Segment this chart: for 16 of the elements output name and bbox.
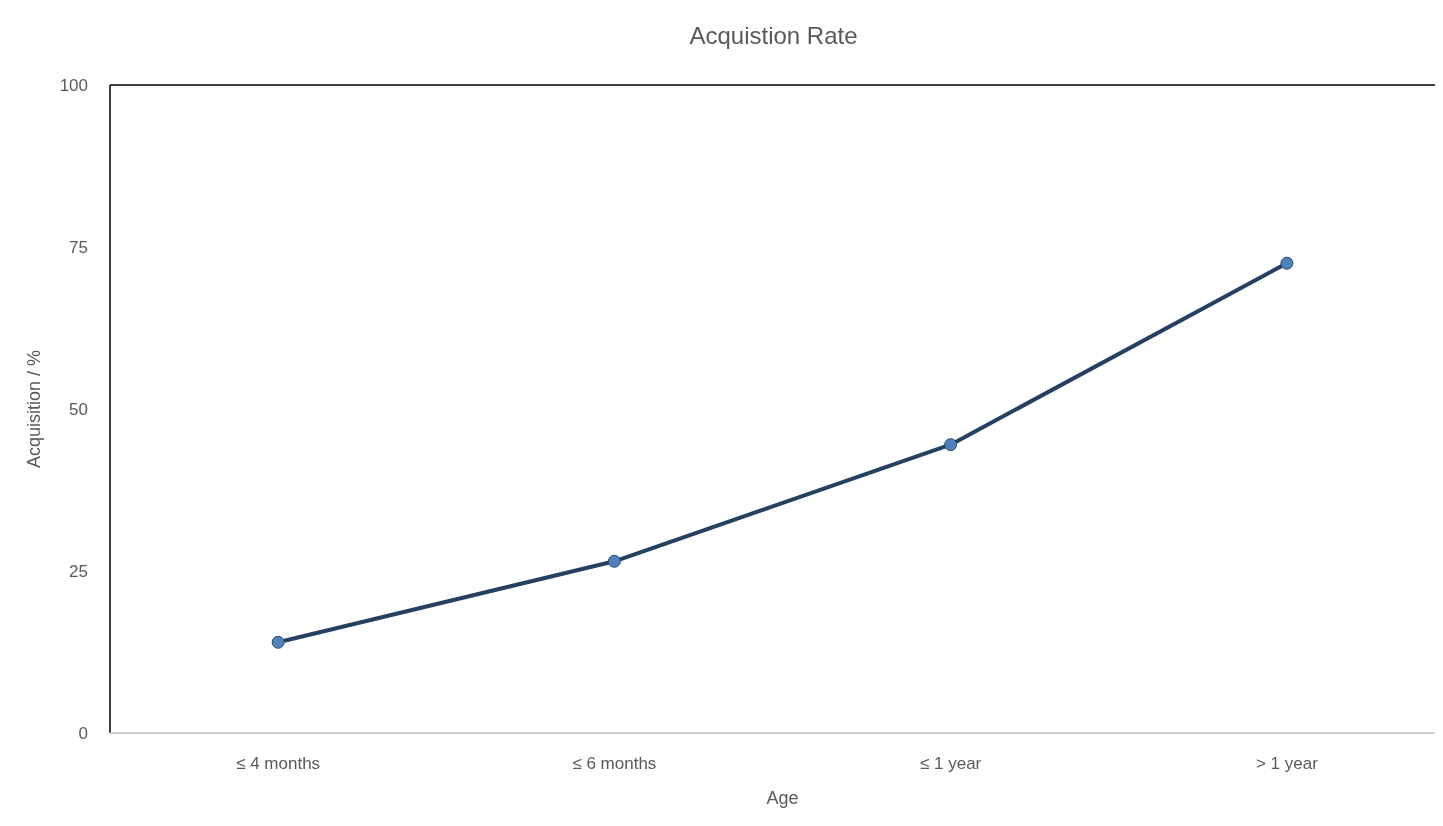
- x-tick-label: ≤ 4 months: [236, 754, 321, 773]
- x-tick-label: > 1 year: [1255, 754, 1319, 773]
- y-tick-label: 0: [78, 724, 88, 743]
- y-tick-label: 100: [59, 76, 88, 95]
- point: [271, 635, 285, 649]
- chart-title: Acquistion Rate: [689, 22, 858, 49]
- point: [1280, 256, 1294, 270]
- point: [944, 438, 958, 452]
- point: [607, 554, 621, 568]
- y-tick-label: 75: [69, 238, 88, 257]
- y-axis-title: Acquisition / %: [24, 349, 44, 469]
- y-tick-label: 50: [69, 400, 88, 419]
- x-tick-label: ≤ 6 months: [572, 754, 657, 773]
- y-tick-label: 25: [69, 562, 88, 581]
- x-axis-title: Age: [766, 788, 799, 808]
- x-tick-label: ≤ 1 year: [919, 754, 982, 773]
